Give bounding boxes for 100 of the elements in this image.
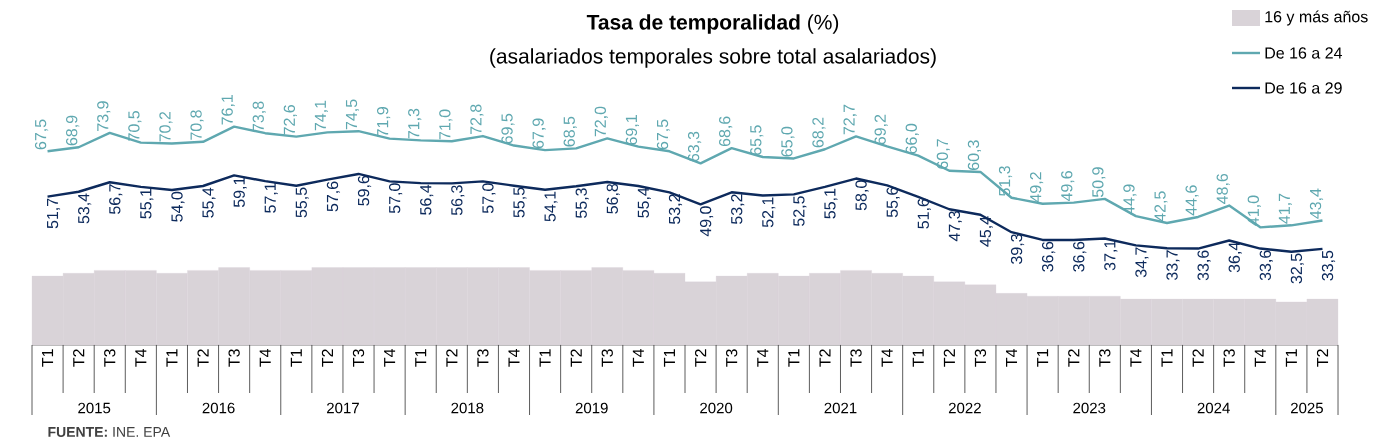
x-tick-label: T3 bbox=[974, 349, 987, 367]
x-tick-label: T2 bbox=[694, 349, 707, 367]
text: 2021 bbox=[824, 402, 857, 414]
data-label: 51,3 bbox=[998, 166, 1013, 196]
x-tick-label: T2 bbox=[819, 349, 831, 367]
data-label: 74,1 bbox=[314, 100, 328, 131]
data-label: 59,6 bbox=[357, 175, 372, 206]
x-tick-label: T2 bbox=[1316, 349, 1329, 367]
data-label: 39,3 bbox=[1010, 234, 1025, 264]
data-label: 70,5 bbox=[128, 110, 142, 141]
data-label: 71,3 bbox=[408, 108, 422, 139]
data-label: 57,6 bbox=[326, 181, 341, 212]
data-label: 33,6 bbox=[1197, 250, 1211, 281]
text: 2025 bbox=[1290, 402, 1323, 414]
data-label: 76,1 bbox=[221, 95, 235, 125]
x-tick-label: T3 bbox=[1099, 349, 1111, 367]
text: 2020 bbox=[700, 402, 733, 414]
x-tick-label: T1 bbox=[42, 349, 54, 367]
data-label: 71,9 bbox=[376, 107, 391, 137]
data-label: 67,9 bbox=[532, 118, 546, 149]
text: 2022 bbox=[948, 402, 981, 414]
x-tick-label: T2 bbox=[197, 349, 209, 367]
data-label: 53,2 bbox=[668, 194, 683, 225]
data-label: 34,7 bbox=[1135, 247, 1149, 278]
x-tick-label: T2 bbox=[943, 349, 955, 367]
x-tick-label: T1 bbox=[539, 349, 551, 367]
data-label: 55,4 bbox=[637, 187, 651, 218]
data-label: 37,1 bbox=[1104, 240, 1118, 271]
text: 2019 bbox=[575, 402, 608, 414]
x-tick-label: T4 bbox=[1130, 348, 1142, 367]
x-tick-label: T1 bbox=[663, 349, 675, 367]
data-label: 55,1 bbox=[140, 188, 154, 219]
data-label: 48,6 bbox=[1216, 173, 1230, 204]
text: 2018 bbox=[451, 402, 484, 414]
data-label: 53,4 bbox=[78, 193, 92, 224]
x-tick-label: T3 bbox=[725, 349, 738, 367]
x-tick-label: T4 bbox=[1254, 348, 1266, 367]
x-tick-label: T1 bbox=[912, 349, 924, 367]
x-tick-label: T2 bbox=[73, 349, 85, 367]
data-label: 55,4 bbox=[202, 187, 216, 218]
x-tick-label: T4 bbox=[1006, 348, 1018, 367]
data-label: 44,6 bbox=[1185, 185, 1199, 216]
x-tick-label: T3 bbox=[1223, 349, 1235, 367]
x-tick-label: T3 bbox=[352, 349, 365, 367]
data-label: 71,0 bbox=[439, 109, 453, 140]
text: 2016 bbox=[202, 402, 235, 414]
data-label: 47,3 bbox=[948, 211, 962, 242]
data-label: 54,1 bbox=[544, 191, 558, 222]
data-label: 53,2 bbox=[731, 194, 745, 225]
text: FUENTE: INE. EPA bbox=[48, 427, 171, 437]
x-tick-label: T3 bbox=[477, 349, 489, 367]
x-tick-label: T4 bbox=[384, 348, 396, 367]
data-label: 68,2 bbox=[812, 117, 826, 148]
text: 2015 bbox=[78, 402, 111, 414]
data-label: 67,5 bbox=[34, 119, 49, 150]
data-label: 36,6 bbox=[1073, 241, 1087, 272]
x-tick-label: T2 bbox=[1068, 349, 1080, 367]
data-label: 60,3 bbox=[967, 140, 982, 170]
x-tick-label: T2 bbox=[321, 349, 333, 367]
data-label: 55,5 bbox=[513, 187, 527, 218]
data-label: 68,9 bbox=[66, 115, 80, 146]
legend-label: 16 y más años bbox=[1265, 10, 1368, 26]
data-label: 45,4 bbox=[979, 216, 993, 247]
x-tick-label: T1 bbox=[415, 349, 427, 367]
x-tick-label: T1 bbox=[166, 349, 178, 367]
data-label: 36,6 bbox=[1042, 241, 1056, 272]
data-label: 51,7 bbox=[47, 198, 61, 229]
x-tick-label: T3 bbox=[228, 349, 240, 367]
data-label: 33,6 bbox=[1259, 250, 1273, 281]
data-label: 41,7 bbox=[1278, 193, 1292, 224]
text: 2017 bbox=[327, 402, 359, 414]
x-tick-label: T4 bbox=[508, 348, 520, 367]
x-tick-label: T2 bbox=[570, 349, 582, 367]
data-label: 73,9 bbox=[97, 101, 111, 131]
data-label: 56,4 bbox=[420, 184, 434, 215]
x-tick-label: T4 bbox=[135, 348, 147, 367]
data-label: 43,4 bbox=[1309, 188, 1324, 219]
data-label: 33,7 bbox=[1166, 250, 1180, 281]
data-label: 70,8 bbox=[190, 110, 204, 140]
chart-subtitle: (asalariados temporales sobre total asalariados) bbox=[490, 48, 936, 68]
data-label: 56,7 bbox=[109, 184, 123, 214]
data-label: 50,9 bbox=[1092, 167, 1106, 198]
data-label: 68,6 bbox=[719, 116, 733, 147]
data-label: 73,8 bbox=[252, 101, 266, 132]
data-label: 36,4 bbox=[1228, 242, 1242, 273]
data-label: 72,0 bbox=[594, 106, 608, 137]
data-label: 56,8 bbox=[606, 183, 620, 214]
data-label: 72,6 bbox=[283, 105, 297, 135]
x-tick-label: T1 bbox=[788, 349, 800, 367]
data-label: 72,8 bbox=[470, 104, 484, 135]
x-tick-label: T1 bbox=[290, 349, 302, 367]
data-label: 70,2 bbox=[159, 111, 173, 142]
data-label: 49,0 bbox=[699, 206, 714, 237]
legend-label: De 16 a 24 bbox=[1265, 47, 1343, 59]
x-tick-label: T1 bbox=[1037, 349, 1049, 367]
text: 2024 bbox=[1197, 402, 1230, 414]
data-label: 58,0 bbox=[855, 180, 869, 211]
data-label: 72,7 bbox=[843, 104, 857, 135]
x-tick-label: T2 bbox=[1192, 349, 1204, 367]
data-label: 57,0 bbox=[388, 183, 403, 214]
